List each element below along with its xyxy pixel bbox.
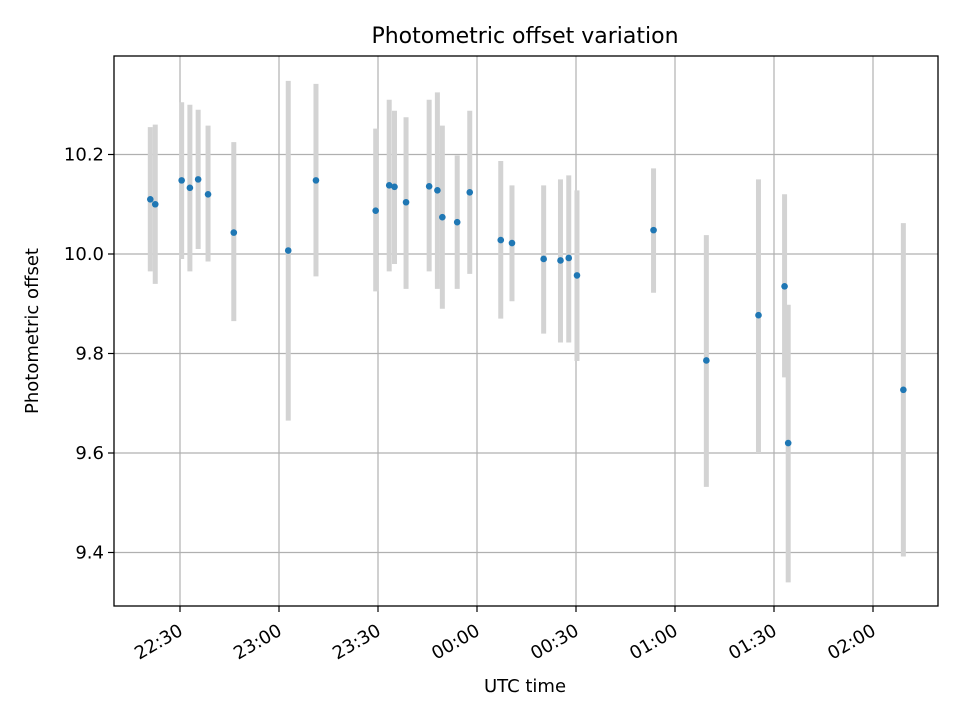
data-point [453,218,461,226]
data-point [194,176,202,183]
data-point [402,198,410,206]
data-point [781,283,788,290]
data-point [147,195,154,203]
y-tick-label: 9.4 [75,543,104,564]
y-axis-ticks: 9.4 9.6 9.8 10.0 10.2 [64,145,114,564]
data-point [178,177,185,184]
plot-frame [113,55,939,607]
data-point [703,357,710,364]
data-point [284,247,292,254]
data-point [565,254,573,262]
y-tick-label: 9.8 [75,344,104,365]
data-point [425,183,433,190]
y-tick-label: 10.0 [64,244,104,265]
x-axis-label: UTC time [484,676,566,697]
y-axis-label: Photometric offset [22,248,43,414]
data-point [372,207,379,215]
data-point [900,386,907,394]
data-point [391,183,398,191]
data-point [497,236,505,244]
data-points [147,176,907,447]
data-point [650,226,657,234]
data-point [385,182,393,189]
data-point [151,200,159,208]
data-point [186,184,194,192]
data-point [204,191,212,198]
data-point [573,272,581,279]
y-tick-label: 9.6 [75,443,104,464]
data-point [439,213,446,221]
data-point [784,439,792,447]
chart-title: Photometric offset variation [371,24,678,49]
data-point [230,229,238,236]
data-point [557,257,564,264]
data-point [508,239,516,247]
data-point [540,255,547,263]
data-point [755,311,762,319]
data-point [312,177,320,184]
y-tick-label: 10.2 [64,145,104,166]
data-point [434,187,441,194]
data-point [466,189,474,196]
